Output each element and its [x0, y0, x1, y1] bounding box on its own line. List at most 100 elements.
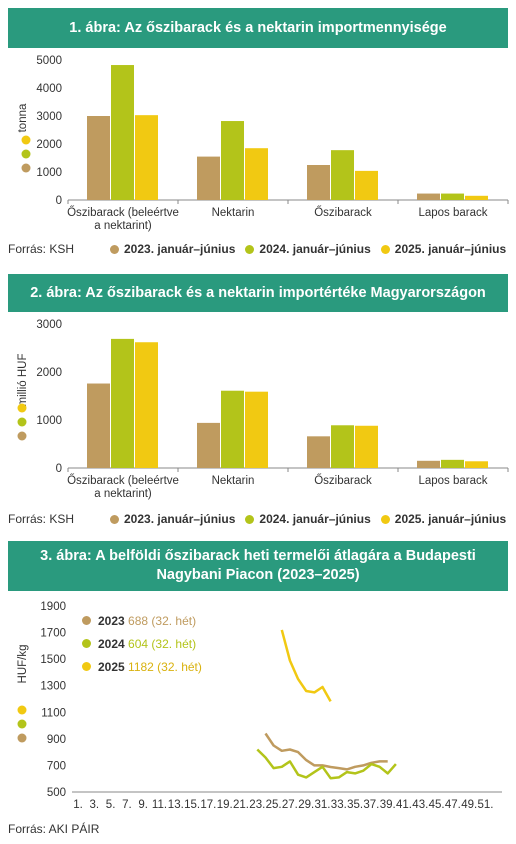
- x-tick-label: 25.: [266, 799, 282, 811]
- x-tick-label: 49.: [461, 799, 477, 811]
- x-category-label: Nektarin: [212, 475, 255, 487]
- legend-dot-2025: [380, 514, 390, 524]
- annotation-year-2025: 2025: [98, 660, 125, 674]
- y-tick-label: 900: [47, 734, 66, 746]
- chart-2-panel: 2. ábra: Az őszibarack és a nektarin imp…: [8, 274, 508, 312]
- bar-2024-1: [221, 390, 244, 468]
- bar-2023-2: [307, 436, 330, 468]
- chart-3-plot: 500 700 900 1100 1300 1500 1700 1900 1. 3. 5. 7. 9. 1…: [17, 601, 502, 811]
- y-axis-label: tonna: [17, 103, 29, 132]
- chart-3-panel: 3. ábra: A belföldi őszibarack heti term…: [8, 541, 508, 591]
- x-tick-label: 43.: [412, 799, 428, 811]
- x-tick-label: 3.: [90, 799, 100, 811]
- bar-2025-2: [355, 170, 378, 200]
- x-tick-label: 9.: [138, 799, 148, 811]
- legend-label-2025: 2025. január–június: [394, 512, 507, 526]
- side-dot: [17, 403, 27, 413]
- side-dot: [21, 135, 31, 145]
- y-tick-label: 5000: [36, 55, 62, 67]
- chart-1-source: Forrás: KSH: [8, 242, 75, 256]
- chart-1-title: 1. ábra: Az őszibarack és a nektarin imp…: [8, 8, 508, 66]
- x-category-label: Őszibarack (beleértve a nektarint): [67, 473, 179, 500]
- legend-item-2023: 2023. január–június: [110, 242, 235, 256]
- legend-dot-2024: [245, 244, 255, 254]
- y-tick-label: 2000: [36, 139, 62, 151]
- annotation-dot-2024: [82, 639, 91, 648]
- bar-2023-3: [417, 193, 440, 200]
- bar-2025-1: [245, 391, 268, 468]
- annotation-year-2024: 2024: [98, 637, 125, 651]
- chart-2-plot: 0 1000 2000 3000 Őszibarack (beleértve a nekt…: [17, 319, 509, 500]
- x-tick-label: 47.: [445, 799, 461, 811]
- bar-2023-2: [307, 165, 330, 200]
- x-tick-label: 11.: [152, 799, 167, 811]
- x-category-label-line: a nektarint): [94, 220, 152, 232]
- y-tick-label: 700: [47, 760, 66, 772]
- legend-dot-2025: [380, 244, 390, 254]
- bar-2025-0: [135, 342, 158, 468]
- legend-label-2024: 2024. január–június: [259, 512, 371, 526]
- bar-2023-0: [87, 383, 110, 468]
- x-category-label: Lapos barack: [418, 207, 487, 219]
- x-tick-label: 7.: [122, 799, 132, 811]
- x-tick-label: 1.: [73, 799, 83, 811]
- annotation-year-2023: 2023: [98, 614, 125, 628]
- x-tick-label: 17.: [200, 799, 216, 811]
- x-tick-label: 29.: [298, 799, 314, 811]
- y-tick-label: 1300: [40, 681, 66, 693]
- legend-item-2025: 2025. január–június: [380, 512, 507, 526]
- y-tick-label: 2000: [36, 367, 62, 379]
- bar-2025-3: [465, 195, 488, 200]
- x-tick-label: 27.: [282, 799, 298, 811]
- bar-2024-3: [441, 193, 464, 200]
- side-dot: [17, 733, 27, 743]
- bar-2024-2: [331, 425, 354, 468]
- annotation-dot-2023: [82, 616, 91, 625]
- series-line-2025: [280, 629, 332, 703]
- legend-label-2023: 2023. január–június: [124, 242, 236, 256]
- side-dot: [17, 719, 27, 729]
- y-tick-label: 1700: [40, 628, 66, 640]
- chart-3-title: 3. ábra: A belföldi őszibarack heti term…: [8, 541, 508, 591]
- y-tick-label: 500: [47, 787, 66, 799]
- x-tick-label: 35.: [347, 799, 363, 811]
- bar-2025-1: [245, 148, 268, 200]
- y-tick-label: 3000: [36, 319, 62, 331]
- bar-2025-0: [135, 115, 158, 200]
- legend-label-2025: 2025. január–június: [394, 242, 507, 256]
- x-tick-label: 41.: [396, 799, 412, 811]
- chart-3-source: Forrás: AKI PÁIR: [8, 822, 100, 836]
- bar-2025-2: [355, 425, 378, 468]
- chart-1-legend: 2023. január–június 2024. január–június …: [100, 242, 506, 256]
- y-tick-label: 1100: [41, 707, 66, 719]
- legend-item-2025: 2025. január–június: [380, 242, 507, 256]
- bar-2023-1: [197, 156, 220, 200]
- x-tick-label: 23.: [249, 799, 265, 811]
- y-axis-label: millió HUF: [17, 353, 29, 406]
- y-axis-label: HUF/kg: [17, 645, 29, 684]
- bar-2024-0: [111, 338, 134, 468]
- x-category-label-line: Őszibarack (beleértve: [67, 473, 179, 487]
- x-category-label-line: a nektarint): [94, 488, 152, 500]
- x-tick-label: 39.: [380, 799, 396, 811]
- annotation-text-2023: 688 (32. hét): [128, 614, 197, 628]
- legend-item-2024: 2024. január–június: [245, 512, 371, 526]
- y-tick-label: 0: [56, 463, 62, 475]
- bar-2023-1: [197, 422, 220, 468]
- x-category-label-line: Nektarin: [212, 207, 255, 219]
- x-category-label: Lapos barack: [418, 475, 487, 487]
- x-tick-label: 45.: [429, 799, 445, 811]
- legend-label-2023: 2023. január–június: [124, 512, 236, 526]
- x-tick-label: 15.: [184, 799, 200, 811]
- x-category-label-line: Őszibarack: [314, 473, 372, 487]
- side-dot: [17, 705, 27, 715]
- bar-2023-0: [87, 116, 110, 200]
- series-line-2024: [256, 748, 397, 780]
- chart-2-title: 2. ábra: Az őszibarack és a nektarin imp…: [8, 274, 508, 312]
- x-category-label: Őszibarack: [314, 473, 372, 487]
- annotation-2023: 2023 688 (32. hét): [82, 614, 196, 628]
- x-category-label-line: Őszibarack: [314, 205, 372, 219]
- legend-dot-2023: [110, 244, 119, 254]
- annotation-2025: 2025 1182 (32. hét): [82, 660, 202, 674]
- x-category-label-line: Lapos barack: [418, 475, 487, 487]
